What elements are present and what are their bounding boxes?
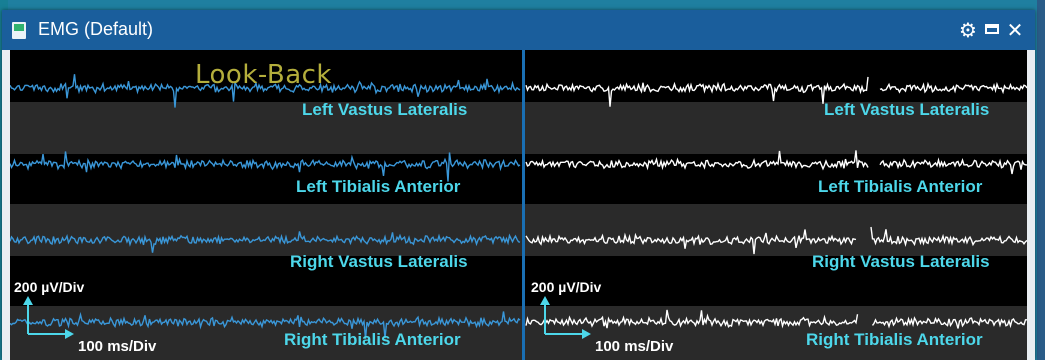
close-icon[interactable]: ✕ <box>1006 18 1024 42</box>
left-channel-trace-1 <box>10 74 521 108</box>
title-bar[interactable]: EMG (Default) ⚙ ✕ <box>2 10 1035 50</box>
emg-traces <box>10 74 1027 339</box>
left-amplitude-scale: 200 µV/Div <box>14 279 85 295</box>
right-channel-trace-1 <box>525 76 1027 107</box>
lookback-label: Look-Back <box>195 60 332 90</box>
app-icon <box>12 22 26 39</box>
background-right <box>1037 0 1045 360</box>
panel-divider[interactable] <box>522 50 525 360</box>
right-channel-trace-4 <box>525 309 1027 329</box>
right-channel-label-1: Left Vastus Lateralis <box>824 100 990 119</box>
emg-window: EMG (Default) ⚙ ✕ Look-Back Left Vastus … <box>2 10 1035 360</box>
left-channel-label-4: Right Tibialis Anterior <box>284 330 461 349</box>
left-channel-label-1: Left Vastus Lateralis <box>302 100 468 119</box>
left-channel-label-3: Right Vastus Lateralis <box>290 252 468 271</box>
right-channel-label-3: Right Vastus Lateralis <box>812 252 990 271</box>
gear-icon[interactable]: ⚙ <box>959 18 977 42</box>
emg-plot-area[interactable]: Look-Back Left Vastus Lateralis Left Tib… <box>10 50 1027 360</box>
left-channel-label-2: Left Tibialis Anterior <box>296 177 461 196</box>
left-time-scale: 100 ms/Div <box>78 338 157 355</box>
window-title: EMG (Default) <box>38 19 154 39</box>
maximize-icon[interactable] <box>981 18 1003 42</box>
left-channel-trace-4 <box>10 311 521 339</box>
left-channel-trace-2 <box>10 151 521 182</box>
channel-band-2 <box>10 102 1027 154</box>
left-scale-axis-icon <box>23 296 74 339</box>
right-time-scale: 100 ms/Div <box>595 338 674 355</box>
right-channel-trace-3 <box>525 226 1027 255</box>
right-channel-trace-2 <box>525 150 1027 175</box>
channel-band-4 <box>10 204 1027 256</box>
right-scale-axis-icon <box>540 296 591 339</box>
left-channel-trace-3 <box>10 231 521 253</box>
right-channel-label-2: Left Tibialis Anterior <box>818 177 983 196</box>
right-amplitude-scale: 200 µV/Div <box>531 279 602 295</box>
right-channel-label-4: Right Tibialis Anterior <box>806 330 983 349</box>
